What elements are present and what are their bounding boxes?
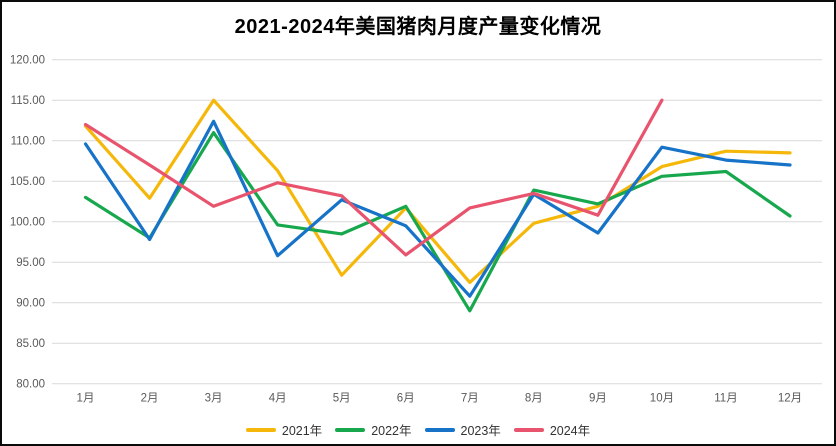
chart-title: 2021-2024年美国猪肉月度产量变化情况 (234, 16, 602, 38)
x-tick-label: 5月 (333, 393, 351, 405)
y-tick-label: 115.00 (11, 95, 45, 107)
series-line-2021[interactable] (83, 98, 792, 284)
x-tick-label: 10月 (650, 393, 674, 405)
y-tick-label: 120.00 (10, 55, 45, 67)
x-tick-label: 3月 (205, 393, 223, 405)
legend-swatch-icon (513, 427, 544, 432)
x-tick-label: 7月 (461, 393, 479, 405)
legend-item-2024[interactable]: 2024年 (513, 420, 591, 439)
legend-item-2022[interactable]: 2022年 (335, 420, 412, 439)
x-tick-label: 11月 (714, 393, 737, 405)
y-tick-label: 110.00 (11, 136, 45, 148)
y-tick-label: 95.00 (16, 257, 45, 269)
x-tick-label: 4月 (269, 393, 287, 405)
legend-item-2021[interactable]: 2021年 (245, 420, 323, 439)
y-tick-label: 100.00 (10, 217, 45, 229)
x-tick-label: 8月 (525, 393, 543, 405)
x-tick-label: 6月 (397, 393, 415, 405)
y-tick-label: 90.00 (16, 298, 45, 310)
legend-label: 2022年 (371, 424, 412, 438)
x-tick-label: 1月 (77, 393, 95, 405)
series-line-2022[interactable] (83, 131, 792, 313)
legend-swatch-icon (245, 427, 276, 432)
y-tick-label: 80.00 (16, 379, 45, 391)
legend-swatch-icon (335, 427, 366, 432)
legend-item-2023[interactable]: 2023年 (424, 420, 501, 439)
legend-label: 2023年 (460, 424, 501, 438)
legend-label: 2024年 (549, 424, 591, 438)
x-tick-label: 2月 (141, 393, 159, 405)
series-line-2024[interactable] (83, 98, 664, 257)
y-tick-label: 105.00 (10, 176, 45, 188)
legend-swatch-icon (424, 427, 455, 432)
legend-label: 2021年 (281, 424, 323, 438)
x-tick-label: 12月 (778, 393, 802, 405)
y-tick-label: 85.00 (16, 338, 45, 350)
chart-legend: 2021年 2022年 2023年 2024年 (2, 420, 834, 439)
series-line-2023[interactable] (83, 119, 792, 298)
x-tick-label: 9月 (589, 393, 607, 405)
